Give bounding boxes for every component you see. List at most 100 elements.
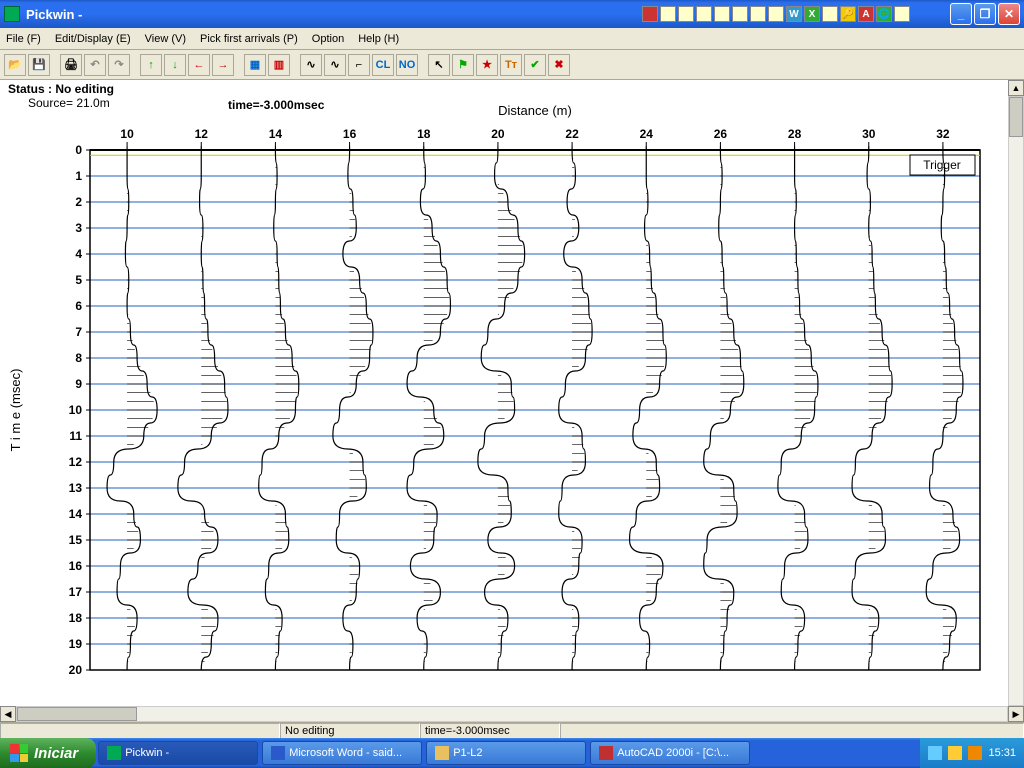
taskbar-item[interactable]: P1-L2: [426, 741, 586, 765]
svg-text:16: 16: [343, 127, 357, 141]
tray-icon[interactable]: [894, 6, 910, 22]
print-icon[interactable]: 🖨: [60, 54, 82, 76]
svg-text:1: 1: [75, 169, 82, 183]
right-icon[interactable]: →: [212, 54, 234, 76]
redo-icon[interactable]: ↷: [108, 54, 130, 76]
step-icon[interactable]: ⌐: [348, 54, 370, 76]
svg-text:4: 4: [75, 247, 82, 261]
tray-icon[interactable]: X: [804, 6, 820, 22]
tray-icon[interactable]: [968, 746, 982, 760]
scroll-thumb[interactable]: [1009, 97, 1023, 137]
scroll-track[interactable]: [16, 706, 1008, 722]
svg-text:20: 20: [491, 127, 505, 141]
tray-icon[interactable]: [768, 6, 784, 22]
taskbar-item-label: Pickwin -: [125, 747, 169, 759]
menu-file[interactable]: File (F): [6, 33, 41, 45]
taskbar-item[interactable]: Microsoft Word - said...: [262, 741, 422, 765]
svg-text:28: 28: [788, 127, 802, 141]
tray-icon[interactable]: [948, 746, 962, 760]
svg-text:Trigger: Trigger: [923, 158, 961, 172]
tray-icon[interactable]: 🔑: [840, 6, 856, 22]
scroll-thumb[interactable]: [17, 707, 137, 721]
star-icon[interactable]: ★: [476, 54, 498, 76]
grid2-icon[interactable]: ▥: [268, 54, 290, 76]
minimize-button[interactable]: _: [950, 3, 972, 25]
tray-icon[interactable]: [822, 6, 838, 22]
svg-text:9: 9: [75, 377, 82, 391]
cursor-icon[interactable]: ↖: [428, 54, 450, 76]
up-icon[interactable]: ↑: [140, 54, 162, 76]
maximize-button[interactable]: ❐: [974, 3, 996, 25]
wave2-icon[interactable]: ∿: [324, 54, 346, 76]
wave-icon[interactable]: ∿: [300, 54, 322, 76]
scroll-left-button[interactable]: ◀: [0, 706, 16, 722]
taskbar-item-label: P1-L2: [453, 747, 482, 759]
vertical-scrollbar[interactable]: ▲ ▼: [1008, 80, 1024, 722]
undo-icon[interactable]: ↶: [84, 54, 106, 76]
open-icon[interactable]: 📂: [4, 54, 26, 76]
menubar: File (F) Edit/Display (E) View (V) Pick …: [0, 28, 1024, 50]
tray-icon[interactable]: 🌐: [876, 6, 892, 22]
toolbar: 📂💾🖨↶↷↑↓←→▦▥∿∿⌐CLNO↖⚑★Tᴛ✔✖: [0, 50, 1024, 80]
scroll-track[interactable]: [1008, 96, 1024, 706]
clock: 15:31: [988, 747, 1016, 759]
svg-text:32: 32: [936, 127, 950, 141]
svg-text:T i m e (msec): T i m e (msec): [8, 369, 23, 452]
titlebar-tray: W X 🔑 A 🌐: [642, 6, 910, 22]
windows-logo-icon: [10, 744, 28, 762]
menu-view[interactable]: View (V): [145, 33, 186, 45]
svg-text:26: 26: [714, 127, 728, 141]
tray-icon[interactable]: [732, 6, 748, 22]
system-tray[interactable]: 15:31: [920, 738, 1024, 768]
tray-icon[interactable]: [660, 6, 676, 22]
app-icon: [4, 6, 20, 22]
tray-icon[interactable]: [714, 6, 730, 22]
tray-icon[interactable]: A: [858, 6, 874, 22]
svg-text:6: 6: [75, 299, 82, 313]
menu-help[interactable]: Help (H): [358, 33, 399, 45]
svg-text:20: 20: [69, 663, 83, 677]
tray-icon[interactable]: [928, 746, 942, 760]
svg-text:14: 14: [69, 507, 83, 521]
app-icon: [599, 746, 613, 760]
seismic-plot[interactable]: Distance (m)T i m e (msec)01234567891011…: [0, 80, 1000, 700]
svg-text:22: 22: [565, 127, 579, 141]
close-button[interactable]: ✕: [998, 3, 1020, 25]
tt-icon[interactable]: Tᴛ: [500, 54, 522, 76]
tray-icon[interactable]: [678, 6, 694, 22]
start-button[interactable]: Iniciar: [0, 738, 96, 768]
tray-icon[interactable]: [642, 6, 658, 22]
check-icon[interactable]: ✔: [524, 54, 546, 76]
svg-text:19: 19: [69, 637, 83, 651]
svg-text:7: 7: [75, 325, 82, 339]
content-area: Status : No editing Source= 21.0m time=-…: [0, 80, 1024, 722]
down-icon[interactable]: ↓: [164, 54, 186, 76]
menu-option[interactable]: Option: [312, 33, 344, 45]
taskbar-item[interactable]: AutoCAD 2000i - [C:\...: [590, 741, 750, 765]
scroll-up-button[interactable]: ▲: [1008, 80, 1024, 96]
save-icon[interactable]: 💾: [28, 54, 50, 76]
flag-icon[interactable]: ⚑: [452, 54, 474, 76]
tray-icon[interactable]: [696, 6, 712, 22]
svg-text:11: 11: [69, 429, 82, 443]
svg-text:0: 0: [75, 143, 82, 157]
x-icon[interactable]: ✖: [548, 54, 570, 76]
taskbar-item[interactable]: Pickwin -: [98, 741, 258, 765]
taskbar-item-label: AutoCAD 2000i - [C:\...: [617, 747, 729, 759]
menu-pick[interactable]: Pick first arrivals (P): [200, 33, 298, 45]
menu-edit[interactable]: Edit/Display (E): [55, 33, 131, 45]
horizontal-scrollbar[interactable]: ◀ ▶: [0, 706, 1024, 722]
left-icon[interactable]: ←: [188, 54, 210, 76]
clip-icon[interactable]: CL: [372, 54, 394, 76]
svg-text:18: 18: [417, 127, 431, 141]
tray-icon[interactable]: [750, 6, 766, 22]
svg-text:13: 13: [69, 481, 83, 495]
taskbar-item-label: Microsoft Word - said...: [289, 747, 402, 759]
svg-text:14: 14: [269, 127, 283, 141]
svg-text:2: 2: [75, 195, 82, 209]
grid1-icon[interactable]: ▦: [244, 54, 266, 76]
scroll-right-button[interactable]: ▶: [1008, 706, 1024, 722]
norm-icon[interactable]: NO: [396, 54, 418, 76]
app-icon: [107, 746, 121, 760]
tray-icon[interactable]: W: [786, 6, 802, 22]
